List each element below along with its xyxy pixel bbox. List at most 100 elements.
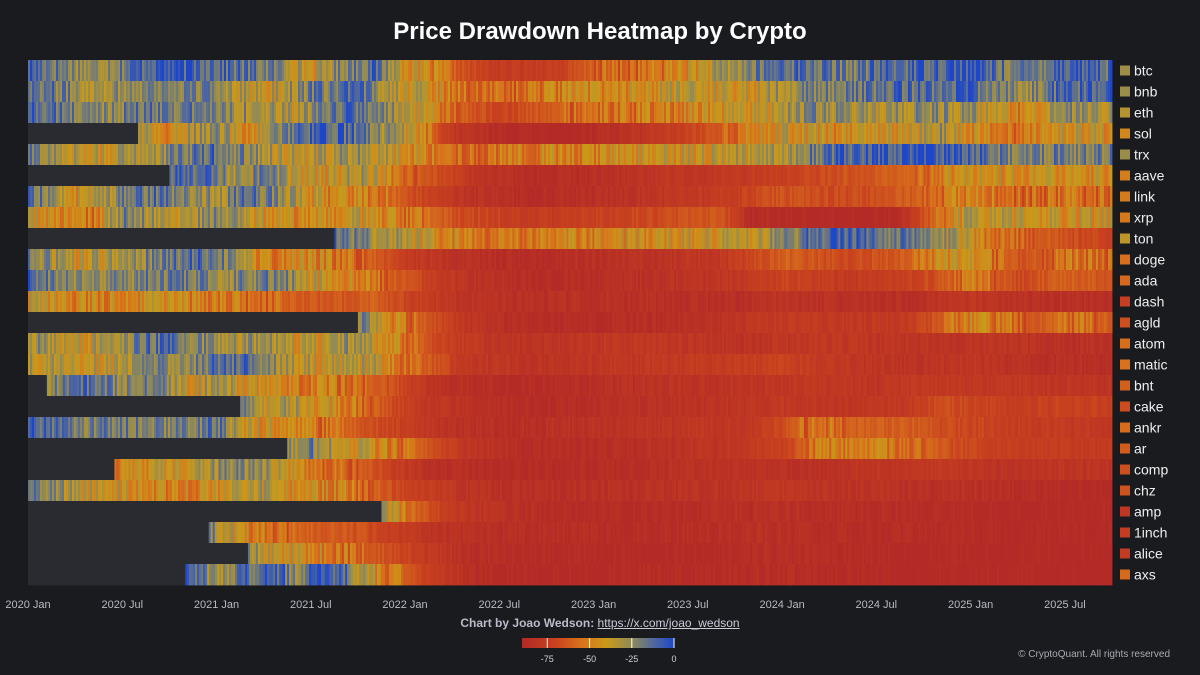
heatmap-cell (1094, 81, 1097, 103)
heatmap-cell (1038, 60, 1041, 82)
heatmap-cell (1086, 60, 1089, 82)
heatmap-cell (1014, 60, 1017, 82)
heatmap-cell (324, 102, 327, 124)
heatmap-cell (409, 123, 413, 145)
heatmap-cell (592, 102, 595, 124)
heatmap-cell (564, 60, 567, 82)
heatmap-cell (92, 81, 95, 103)
heatmap-cell (478, 81, 481, 103)
heatmap-cell (630, 102, 633, 124)
heatmap-cell (332, 60, 335, 82)
heatmap-cell (354, 81, 357, 103)
heatmap-cell (488, 81, 491, 103)
heatmap-cell (80, 60, 83, 82)
heatmap-cell (996, 60, 999, 82)
heatmap-cell (984, 81, 987, 103)
heatmap-cell (316, 144, 319, 166)
heatmap-cell (114, 102, 117, 124)
heatmap-cell (244, 81, 247, 103)
heatmap-cell (154, 144, 157, 166)
heatmap-cell (1024, 102, 1027, 124)
heatmap-cell (1073, 123, 1077, 145)
heatmap-cell (438, 102, 441, 124)
heatmap-cell (977, 123, 981, 145)
heatmap-cell (172, 144, 175, 166)
heatmap-cell (1014, 81, 1017, 103)
heatmap-cell (217, 123, 221, 145)
heatmap-cell (1078, 102, 1081, 124)
heatmap-cell (286, 144, 289, 166)
heatmap-cell (472, 102, 475, 124)
heatmap-cell (1007, 123, 1011, 145)
heatmap-cell (254, 81, 257, 103)
heatmap-cell (362, 81, 365, 103)
heatmap-cell (1006, 60, 1009, 82)
heatmap-cell (903, 123, 907, 145)
heatmap-cell (286, 60, 289, 82)
heatmap-cell (90, 60, 93, 82)
heatmap-cell (556, 102, 559, 124)
heatmap-cell (1002, 60, 1005, 82)
heatmap-cell (732, 102, 735, 124)
heatmap-cell (124, 144, 127, 166)
heatmap-cell (410, 81, 413, 103)
heatmap-row-sol (28, 123, 1113, 145)
heatmap-cell (753, 123, 757, 145)
heatmap-cell (1002, 81, 1005, 103)
heatmap-cell (906, 60, 909, 82)
heatmap-cell (576, 81, 579, 103)
heatmap-cell (864, 81, 867, 103)
heatmap-cell (787, 123, 791, 145)
heatmap-cell (158, 102, 161, 124)
heatmap-cell (608, 102, 611, 124)
heatmap-cell (780, 102, 783, 124)
heatmap-cell (149, 123, 153, 145)
heatmap-cell (452, 60, 455, 82)
heatmap-cell (454, 81, 457, 103)
heatmap-cell (940, 81, 943, 103)
heatmap-cell (118, 81, 121, 103)
heatmap-cell (984, 60, 987, 82)
heatmap-cell (993, 123, 997, 145)
heatmap-cell (263, 123, 267, 145)
heatmap-cell (580, 60, 583, 82)
heatmap-cell (172, 81, 175, 103)
heatmap-cell (626, 102, 629, 124)
heatmap-cell (850, 102, 853, 124)
heatmap-cell (64, 144, 67, 166)
heatmap-cell (558, 60, 561, 82)
heatmap-cell (46, 81, 49, 103)
heatmap-cell (716, 81, 719, 103)
heatmap-cell (145, 123, 149, 145)
heatmap-cell (1101, 123, 1105, 145)
heatmap-cell (196, 102, 199, 124)
heatmap-cell (880, 102, 883, 124)
heatmap-cell (506, 60, 509, 82)
heatmap-cell (754, 60, 757, 82)
heatmap-cell (704, 102, 707, 124)
heatmap-cell (1064, 81, 1067, 103)
heatmap-cell (284, 81, 287, 103)
heatmap-cell (536, 60, 539, 82)
heatmap-cell (146, 102, 149, 124)
heatmap-cell (818, 60, 821, 82)
heatmap-cell (760, 102, 763, 124)
heatmap-cell (1051, 123, 1055, 145)
heatmap-cell (650, 102, 653, 124)
heatmap-cell (156, 60, 159, 82)
heatmap-cell (196, 60, 199, 82)
heatmap-cell (356, 102, 359, 124)
heatmap-cell (78, 81, 81, 103)
heatmap-cell (522, 60, 525, 82)
heatmap-row-ton (28, 228, 1113, 250)
heatmap-cell (520, 60, 523, 82)
heatmap-cell (240, 102, 243, 124)
heatmap-cell (52, 102, 55, 124)
heatmap-cell (838, 102, 841, 124)
heatmap-cell (282, 102, 285, 124)
heatmap-cell (714, 60, 717, 82)
heatmap-cell (670, 102, 673, 124)
heatmap-cell (468, 60, 471, 82)
heatmap-cell (612, 102, 615, 124)
heatmap-cell (776, 81, 779, 103)
